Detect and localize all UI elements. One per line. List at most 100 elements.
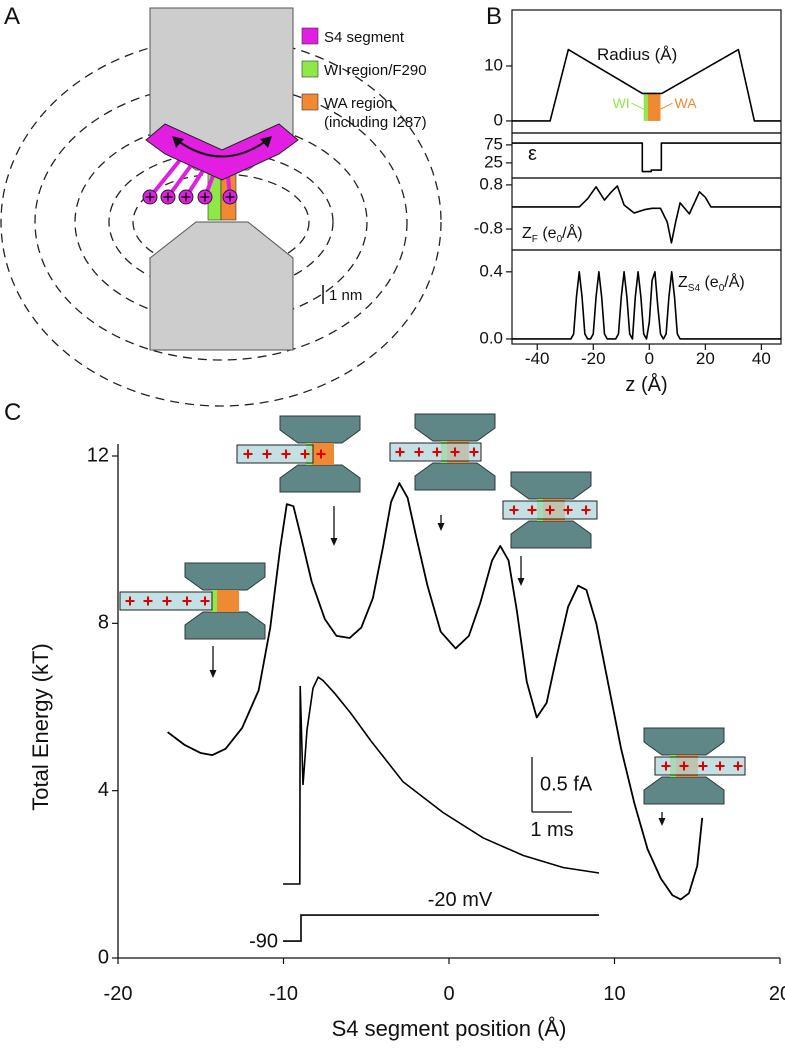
annotation-part: /Å): [724, 272, 744, 291]
arrow-head: [658, 818, 666, 826]
y-tick-label: 0: [98, 946, 109, 968]
motion-arrow: [177, 140, 267, 158]
data-line: [512, 48, 781, 122]
y-tick-label: -0.8: [474, 219, 503, 238]
y-tick-label: 25: [484, 152, 503, 171]
annotation-part: Z: [678, 274, 688, 291]
x-tick-label: 10: [603, 983, 625, 1005]
y-tick-label: 8: [98, 612, 109, 634]
channel-block: [279, 464, 361, 493]
annotation: ZF (e0/Å): [522, 223, 583, 245]
annotation-part: Z: [522, 225, 532, 242]
channel-block: [414, 413, 496, 442]
x-tick-label: 20: [696, 349, 715, 368]
gating-charges: [142, 189, 238, 205]
legend-swatch: [301, 60, 319, 78]
panel-label: B: [486, 3, 502, 30]
x-tick-label: -20: [104, 983, 133, 1005]
scale-label: 1 nm: [329, 287, 362, 304]
legend-swatch: [301, 93, 319, 111]
protein-block: [149, 221, 294, 351]
scale-label: 0.5 fA: [540, 774, 593, 796]
x-axis-title: S4 segment position (Å): [332, 1016, 567, 1041]
s4-rod: [236, 444, 314, 464]
channel-block: [184, 562, 266, 591]
arrow-head: [517, 578, 525, 586]
y-tick-label: 0.0: [479, 328, 503, 347]
region: [647, 93, 661, 121]
legend-label: S4 segment: [324, 29, 405, 46]
voltage-label: -20 mV: [428, 889, 493, 911]
y-axis-title: Total Energy (kT): [28, 643, 53, 811]
channel-icon: [643, 727, 746, 826]
channel-icon: [119, 562, 266, 678]
y-tick-label: 10: [484, 55, 503, 74]
channel-block: [643, 776, 725, 805]
legend-swatch: [301, 27, 319, 45]
x-tick-label: 0: [443, 983, 454, 1005]
y-tick-label: 4: [98, 779, 109, 801]
data-line: [512, 271, 781, 340]
annotation: Radius (Å): [597, 45, 677, 64]
x-tick-label: -20: [581, 349, 606, 368]
current-trace: [283, 676, 600, 885]
panel-label: A: [4, 3, 20, 30]
data-line: [512, 142, 781, 173]
annotation-part: /Å): [562, 223, 582, 242]
scale-label: 1 ms: [530, 819, 573, 841]
annotation: ε: [528, 143, 537, 165]
arrow-head: [209, 670, 217, 678]
arrow-head: [330, 538, 338, 546]
annotation-part: (e: [700, 274, 719, 291]
plot-frame: [511, 249, 782, 345]
field-line: [74, 121, 368, 323]
region-leader: [660, 102, 673, 110]
x-tick-label: -40: [525, 349, 550, 368]
channel-icon: [236, 415, 361, 546]
annotation-part: 0: [557, 234, 563, 245]
s4-segment: [145, 123, 299, 181]
y-tick-label: 0.4: [479, 261, 503, 280]
channel-icon: [502, 471, 598, 586]
y-tick-label: 0: [494, 110, 503, 129]
y-tick-label: 12: [87, 444, 109, 466]
x-axis-title: z (Å): [625, 373, 667, 396]
channel-block: [510, 520, 592, 549]
annotation: ZS4 (e0/Å): [678, 272, 745, 294]
panel-label: C: [4, 399, 21, 426]
stem: [148, 158, 182, 199]
region-leader: [631, 102, 644, 110]
channel-block: [279, 415, 361, 444]
wi-region: [211, 590, 217, 612]
y-tick-label: 75: [484, 134, 503, 153]
region: [643, 93, 648, 121]
voltage-protocol: [283, 914, 599, 942]
annotation-part: (e: [538, 225, 557, 242]
channel-block: [184, 611, 266, 640]
region-label: WA: [675, 95, 698, 111]
annotation-part: S4: [688, 283, 701, 294]
x-tick-label: 40: [752, 349, 771, 368]
annotation-part: F: [532, 234, 538, 245]
legend-label: (including I287): [324, 114, 427, 131]
region-label: WI: [613, 95, 630, 111]
wa-region: [217, 590, 239, 612]
channel-block: [510, 471, 592, 500]
annotation-part: 0: [719, 283, 725, 294]
data-line: [512, 185, 781, 244]
channel-block: [414, 462, 496, 491]
arrow-head: [260, 136, 272, 148]
x-tick-label: -10: [269, 983, 298, 1005]
field-line: [108, 151, 334, 293]
data-line: [167, 482, 704, 901]
x-tick-label: 0: [645, 349, 654, 368]
x-tick-label: 20: [769, 983, 785, 1005]
legend-label: WI region/F290: [324, 62, 427, 79]
arrow-head: [172, 136, 184, 148]
schematic: 1 nm S4 segment WI region/F290 WA region…: [0, 7, 442, 407]
y-tick-label: 0.8: [479, 174, 503, 193]
arrow-head: [437, 523, 445, 531]
channel-block: [643, 727, 725, 756]
legend-label: WA region: [324, 95, 393, 112]
